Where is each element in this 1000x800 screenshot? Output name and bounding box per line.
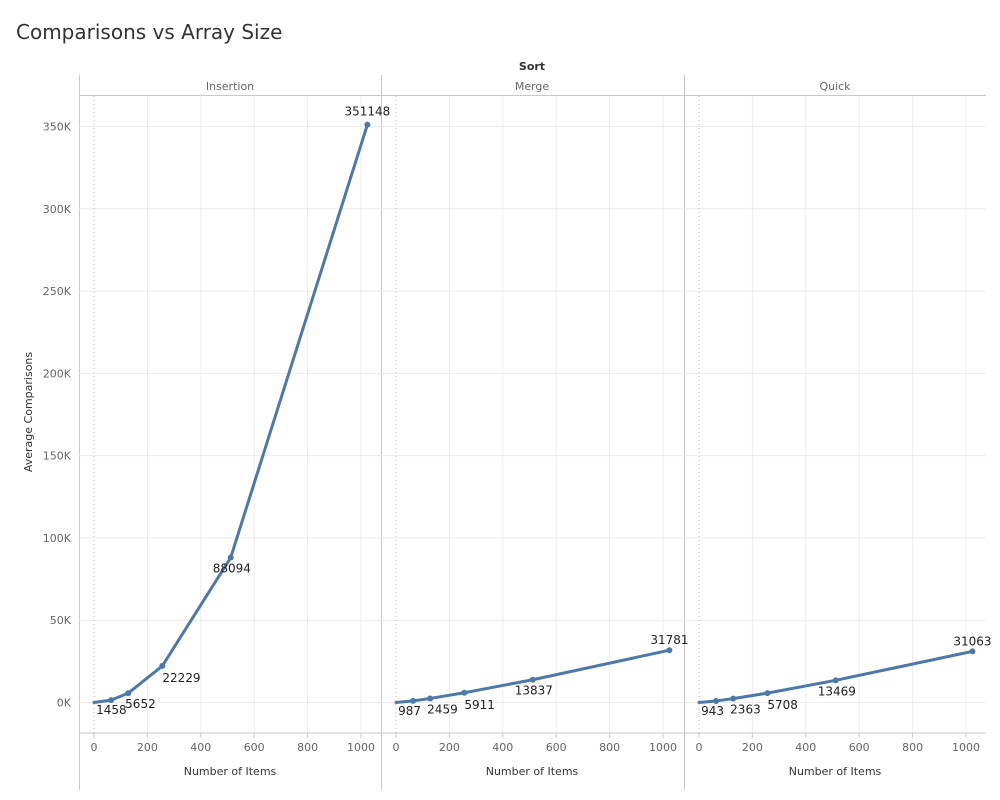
data-point (364, 121, 371, 128)
x-tick-label: 1000 (347, 741, 375, 754)
data-point (969, 648, 976, 655)
data-point (461, 689, 468, 696)
x-tick-label: 800 (297, 741, 318, 754)
data-point (713, 697, 720, 704)
x-axis-label: Number of Items (486, 765, 579, 778)
data-label: 88094 (213, 562, 251, 576)
data-point (764, 690, 771, 697)
x-tick-label: 0 (91, 741, 98, 754)
panel-header-quick: Quick (819, 80, 851, 93)
data-label: 5708 (767, 698, 798, 712)
x-tick-label: 600 (546, 741, 567, 754)
data-label: 31063 (953, 634, 991, 648)
x-tick-label: 200 (137, 741, 158, 754)
x-tick-label: 400 (190, 741, 211, 754)
data-point (529, 676, 536, 683)
x-tick-label: 400 (492, 741, 513, 754)
data-label: 943 (701, 704, 724, 718)
data-point (427, 695, 434, 702)
y-tick-label: 250K (43, 285, 72, 298)
y-tick-label: 100K (43, 532, 72, 545)
data-label: 5652 (125, 697, 156, 711)
x-tick-label: 0 (393, 741, 400, 754)
chart-series (92, 121, 976, 704)
data-point (832, 677, 839, 684)
data-label: 2459 (427, 702, 458, 716)
data-label: 22229 (162, 671, 200, 685)
y-tick-label: 50K (50, 614, 72, 627)
x-axis-label: Number of Items (184, 765, 277, 778)
x-tick-label: 1000 (649, 741, 677, 754)
series-line-insertion (92, 123, 369, 704)
x-tick-label: 400 (795, 741, 816, 754)
chart-title: Comparisons vs Array Size (16, 20, 283, 44)
x-tick-label: 1000 (952, 741, 980, 754)
x-tick-label: 800 (902, 741, 923, 754)
data-label: 1458 (96, 703, 127, 717)
data-label: 987 (398, 704, 421, 718)
data-label: 13837 (515, 684, 553, 698)
x-tick-label: 200 (439, 741, 460, 754)
column-header: Sort (519, 60, 545, 73)
panel-header-insertion: Insertion (206, 80, 254, 93)
x-tick-label: 0 (696, 741, 703, 754)
data-point (227, 554, 234, 561)
data-label: 31781 (650, 633, 688, 647)
x-axis-label: Number of Items (789, 765, 882, 778)
y-tick-label: 0K (57, 697, 72, 710)
panel-header-merge: Merge (515, 80, 550, 93)
chart-axes: Sort 0K 50K 100K 150K 200K 250K 300K 350K Average… (22, 60, 980, 778)
data-point (666, 647, 673, 654)
y-tick-label: 150K (43, 450, 72, 463)
x-tick-label: 600 (244, 741, 265, 754)
y-tick-label: 350K (43, 121, 72, 134)
chart-frame (79, 75, 986, 790)
data-point (159, 662, 166, 669)
data-label: 351148 (345, 105, 391, 119)
y-tick-label: 300K (43, 203, 72, 216)
data-label: 5911 (464, 698, 495, 712)
y-axis-label: Average Comparisons (22, 352, 35, 473)
x-tick-label: 600 (849, 741, 870, 754)
data-point (108, 697, 115, 704)
data-point (730, 695, 737, 702)
x-tick-label: 200 (742, 741, 763, 754)
chart-grid (79, 96, 986, 733)
data-point (125, 690, 132, 697)
data-label: 13469 (818, 684, 856, 698)
data-point (410, 697, 417, 704)
y-tick-label: 200K (43, 367, 72, 380)
x-tick-label: 800 (599, 741, 620, 754)
data-label: 2363 (730, 703, 761, 717)
